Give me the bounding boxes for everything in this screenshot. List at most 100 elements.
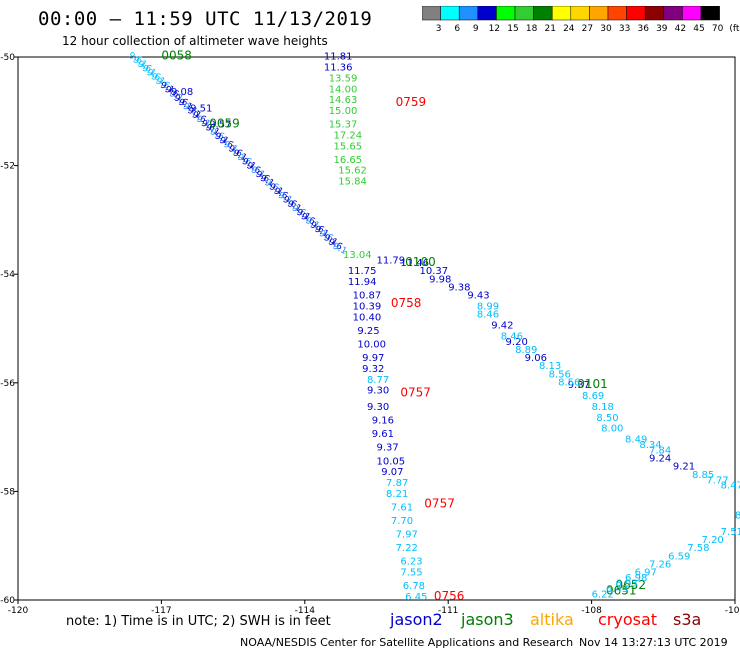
wave-height-value: 11.81: [324, 52, 353, 63]
legend-jason3: jason3: [461, 610, 514, 629]
lon-label: -108: [581, 606, 602, 616]
wave-height-value: 9.30: [367, 386, 389, 397]
time-label: 0651: [606, 584, 637, 598]
wave-height-value: 6.22: [592, 589, 614, 600]
colorbar-label: (ft): [729, 24, 740, 32]
wave-height-value: 9.43: [467, 291, 489, 302]
wave-height-value: 10.37: [420, 266, 449, 277]
wave-height-value: 7.51: [721, 527, 740, 538]
wave-height-value: 6.97: [635, 568, 657, 579]
legend-cryosat: cryosat: [598, 610, 658, 629]
wave-height-value: 7.26: [649, 559, 671, 570]
wave-height-value: 8.47: [721, 481, 740, 492]
wave-height-value: 15.84: [338, 177, 367, 188]
wave-height-value: 8.18: [592, 402, 614, 413]
map-subtitle: 12 hour collection of altimeter wave hei…: [62, 34, 328, 48]
wave-height-value: 10.87: [353, 291, 382, 302]
colorbar-label: 6: [454, 24, 460, 32]
wave-height-value: 8.30: [735, 511, 740, 522]
wave-height-value: 11.75: [348, 266, 377, 277]
wave-height-value: 9.37: [377, 443, 399, 454]
wave-height-value: 16.65: [333, 155, 362, 166]
lon-label: -114: [295, 606, 316, 616]
colorbar-label: 18: [526, 24, 538, 32]
track-jason2: 11.8111.369.089.519.5711.7911.4610.379.9…: [171, 52, 695, 478]
track-cryosat: 0759 0758 0757 0757 0756: [391, 95, 465, 603]
lon-label: -105: [725, 606, 740, 616]
wave-height-value: 11.94: [348, 277, 377, 288]
wave-height-value: 15.00: [329, 106, 358, 117]
lat-label: -54: [0, 270, 15, 280]
wave-height-value: 15.37: [329, 120, 358, 131]
wave-height-value: 10.40: [353, 312, 382, 323]
time-label: 0101: [577, 377, 608, 391]
wave-height-value: 7.61: [391, 502, 413, 513]
map-title: 00:00 – 11:59 UTC 11/13/2019: [38, 8, 373, 30]
wave-height-value: 9.24: [649, 454, 671, 465]
colorbar-label: 15: [507, 24, 518, 32]
wave-height-value: 10.05: [377, 456, 406, 467]
dense-track: 9.69.19.69.19.69.19.69.19.69.19.69.19.69…: [127, 51, 349, 257]
colorbar-swatch: [700, 6, 720, 21]
colorbar-label: 24: [563, 24, 575, 32]
wave-height-value: 8.21: [386, 489, 408, 500]
wave-height-value: 9.20: [506, 337, 528, 348]
time-label: 0757: [424, 497, 455, 511]
track-cyan: 8.998.468.468.898.138.568.568.698.188.50…: [367, 301, 740, 603]
lat-label: -52: [0, 162, 15, 172]
wave-height-value: 13.59: [329, 73, 358, 84]
wave-height-value: 6.43: [606, 584, 628, 595]
wave-height-value: 7.20: [702, 535, 724, 546]
wave-height-value: 7.87: [386, 478, 408, 489]
wave-height-value: 6.98: [625, 573, 647, 584]
wave-height-value: 11.46: [400, 258, 429, 269]
colorbar-label: 70: [712, 24, 724, 32]
wave-height-value: 8.99: [477, 301, 499, 312]
wave-height-value: 17.24: [333, 130, 362, 141]
wave-height-value: 9.38: [448, 282, 470, 293]
wave-height-value: 7.70: [391, 516, 413, 527]
footer-credit: NOAA/NESDIS Center for Satellite Applica…: [240, 636, 574, 649]
lon-label: -120: [8, 606, 29, 616]
colorbar-label: 36: [637, 24, 649, 32]
legend-s3a: s3a: [673, 610, 702, 629]
lat-label: -58: [0, 487, 15, 497]
wave-height-value: 9.37: [568, 380, 590, 391]
wave-height-value: 7.77: [706, 475, 728, 486]
wave-height-value: 9.25: [357, 326, 379, 337]
time-label: 0757: [400, 385, 431, 399]
map-frame: [17, 56, 736, 601]
colorbar-label: 27: [582, 24, 593, 32]
lon-label: -117: [151, 606, 171, 616]
wave-height-value: 9.07: [381, 467, 403, 478]
wave-height-value: 9.16: [372, 416, 394, 427]
time-label: 0059: [209, 117, 240, 131]
colorbar-label: 21: [544, 24, 555, 32]
wave-height-value: 14.00: [329, 84, 358, 95]
wave-height-value: 8.56: [558, 378, 580, 389]
lat-label: -50: [0, 53, 15, 63]
wave-height-value: 10.39: [353, 301, 382, 312]
wave-height-value: 9.61: [372, 429, 394, 440]
wave-height-value: 8.69: [582, 391, 604, 402]
time-label: 0652: [616, 578, 647, 592]
wave-height-value: 8.50: [596, 413, 618, 424]
wave-height-value: 7.55: [400, 568, 422, 579]
colorbar-label: 30: [600, 24, 612, 32]
wave-height-value: 15.65: [333, 141, 362, 152]
wave-height-value: 9.06: [525, 353, 547, 364]
legend-jason2: jason2: [390, 610, 443, 629]
wave-height-value: 8.49: [625, 435, 647, 446]
wave-height-value: 6.45: [405, 592, 427, 603]
wave-height-value: 8.46: [501, 331, 523, 342]
wave-height-value: 7.58: [687, 543, 709, 554]
lat-label: -60: [0, 596, 15, 606]
wave-height-value: 11.79: [377, 255, 406, 266]
wave-height-value: 9.57: [209, 120, 231, 131]
wave-height-value: 11.36: [324, 63, 353, 74]
wave-height-value: 9.51: [190, 103, 212, 114]
footer-timestamp: Nov 14 13:27:13 UTC 2019: [579, 636, 728, 649]
wave-height-value: 6.93: [616, 578, 638, 589]
